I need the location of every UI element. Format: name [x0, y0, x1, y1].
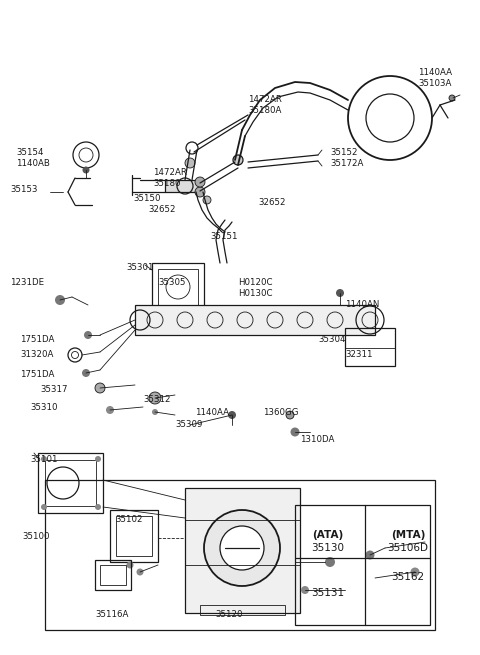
Circle shape [41, 504, 47, 510]
Text: 35130: 35130 [312, 543, 345, 553]
Text: 35151: 35151 [210, 232, 238, 241]
Circle shape [325, 557, 335, 567]
Circle shape [95, 383, 105, 393]
Circle shape [95, 456, 101, 462]
Circle shape [290, 428, 300, 436]
Text: 35304: 35304 [318, 335, 346, 344]
Text: (ATA): (ATA) [312, 530, 344, 540]
Bar [295, 505, 430, 625]
Circle shape [204, 510, 280, 586]
Text: 1140AA: 1140AA [418, 68, 452, 77]
Text: 35131: 35131 [312, 588, 345, 598]
Circle shape [41, 456, 47, 462]
Bar [100, 565, 126, 585]
Circle shape [82, 369, 90, 377]
Text: 32311: 32311 [345, 350, 372, 359]
Text: H0130C: H0130C [238, 289, 273, 298]
Circle shape [84, 331, 92, 339]
Circle shape [195, 177, 205, 187]
Text: 35312: 35312 [143, 395, 170, 404]
Circle shape [106, 406, 114, 414]
Text: 35309: 35309 [175, 420, 203, 429]
Text: 35301: 35301 [126, 263, 154, 272]
Circle shape [449, 95, 455, 101]
Circle shape [203, 196, 211, 204]
Circle shape [365, 550, 374, 559]
Circle shape [220, 526, 264, 570]
Circle shape [286, 411, 294, 419]
Bar [165, 180, 200, 192]
Circle shape [149, 392, 161, 404]
Circle shape [228, 411, 236, 419]
Circle shape [83, 166, 89, 174]
Bar [110, 510, 158, 562]
Text: 1231DE: 1231DE [10, 278, 44, 287]
Text: 1310DA: 1310DA [300, 435, 335, 444]
Bar [152, 263, 204, 311]
Bar [38, 453, 103, 513]
Text: 35154: 35154 [16, 148, 44, 157]
Text: 35180A: 35180A [248, 106, 281, 115]
Text: 1140AA: 1140AA [195, 408, 229, 417]
Bar [158, 269, 198, 305]
Circle shape [336, 289, 344, 297]
Bar [45, 460, 96, 506]
Text: 35100: 35100 [22, 532, 49, 541]
Bar [185, 488, 300, 613]
Circle shape [95, 504, 101, 510]
Text: 1360GG: 1360GG [263, 408, 299, 417]
Text: 35150: 35150 [133, 194, 160, 203]
Text: 32652: 32652 [148, 205, 176, 214]
Text: 35317: 35317 [40, 385, 68, 394]
Text: 1472AR: 1472AR [153, 168, 187, 177]
Bar [45, 480, 435, 630]
Circle shape [136, 569, 144, 576]
Circle shape [195, 187, 205, 197]
Text: 1751DA: 1751DA [20, 370, 54, 379]
Text: 1472AR: 1472AR [248, 95, 282, 104]
Text: 35103A: 35103A [418, 79, 451, 88]
Text: 35102: 35102 [115, 515, 143, 524]
Text: 35305: 35305 [158, 278, 185, 287]
Text: H0120C: H0120C [238, 278, 273, 287]
Text: 1140AN: 1140AN [345, 300, 379, 309]
Text: 35153: 35153 [10, 185, 37, 194]
Text: 35310: 35310 [30, 403, 58, 412]
Text: 1751DA: 1751DA [20, 335, 54, 344]
Circle shape [127, 561, 133, 569]
Text: 35106D: 35106D [387, 543, 429, 553]
Text: 35101: 35101 [30, 455, 58, 464]
Text: (MTA): (MTA) [391, 530, 425, 540]
Circle shape [410, 567, 420, 576]
Text: 31320A: 31320A [20, 350, 53, 359]
Text: 35172A: 35172A [330, 159, 363, 168]
Circle shape [55, 295, 65, 305]
Circle shape [301, 586, 309, 594]
Bar [135, 305, 375, 335]
Circle shape [233, 155, 243, 165]
Bar [200, 605, 285, 615]
Circle shape [185, 158, 195, 168]
Bar [345, 328, 395, 366]
Text: 35152: 35152 [330, 148, 358, 157]
Text: 1140AB: 1140AB [16, 159, 50, 168]
Text: 35116A: 35116A [95, 610, 128, 619]
Circle shape [152, 409, 158, 415]
Bar [95, 560, 131, 590]
Bar [116, 516, 152, 556]
Text: 35120: 35120 [215, 610, 242, 619]
Text: 35180: 35180 [153, 179, 180, 188]
Text: 32652: 32652 [258, 198, 286, 207]
Text: 35162: 35162 [391, 572, 425, 582]
